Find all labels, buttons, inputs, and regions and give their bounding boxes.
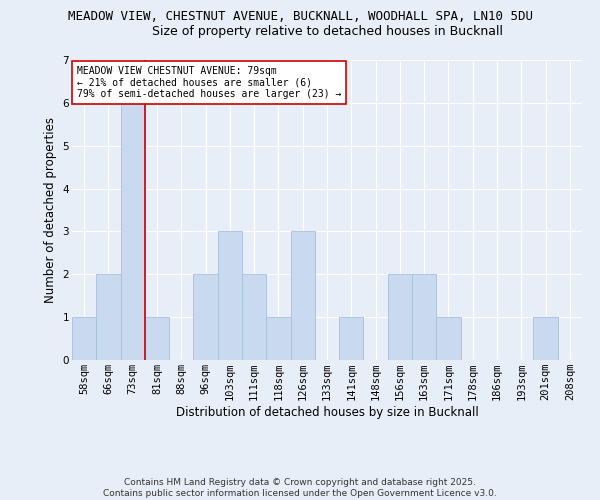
Bar — [145, 317, 169, 360]
Bar — [533, 317, 558, 360]
Bar — [121, 103, 145, 360]
Text: MEADOW VIEW CHESTNUT AVENUE: 79sqm
← 21% of detached houses are smaller (6)
79% : MEADOW VIEW CHESTNUT AVENUE: 79sqm ← 21%… — [77, 66, 341, 99]
Bar — [339, 317, 364, 360]
Y-axis label: Number of detached properties: Number of detached properties — [44, 117, 57, 303]
Bar — [266, 317, 290, 360]
X-axis label: Distribution of detached houses by size in Bucknall: Distribution of detached houses by size … — [176, 406, 478, 419]
Bar — [242, 274, 266, 360]
Bar — [412, 274, 436, 360]
Bar — [72, 317, 96, 360]
Text: Contains HM Land Registry data © Crown copyright and database right 2025.
Contai: Contains HM Land Registry data © Crown c… — [103, 478, 497, 498]
Bar — [218, 232, 242, 360]
Bar — [436, 317, 461, 360]
Title: Size of property relative to detached houses in Bucknall: Size of property relative to detached ho… — [151, 25, 503, 38]
Bar — [290, 232, 315, 360]
Bar — [193, 274, 218, 360]
Bar — [96, 274, 121, 360]
Bar — [388, 274, 412, 360]
Text: MEADOW VIEW, CHESTNUT AVENUE, BUCKNALL, WOODHALL SPA, LN10 5DU: MEADOW VIEW, CHESTNUT AVENUE, BUCKNALL, … — [67, 10, 533, 23]
